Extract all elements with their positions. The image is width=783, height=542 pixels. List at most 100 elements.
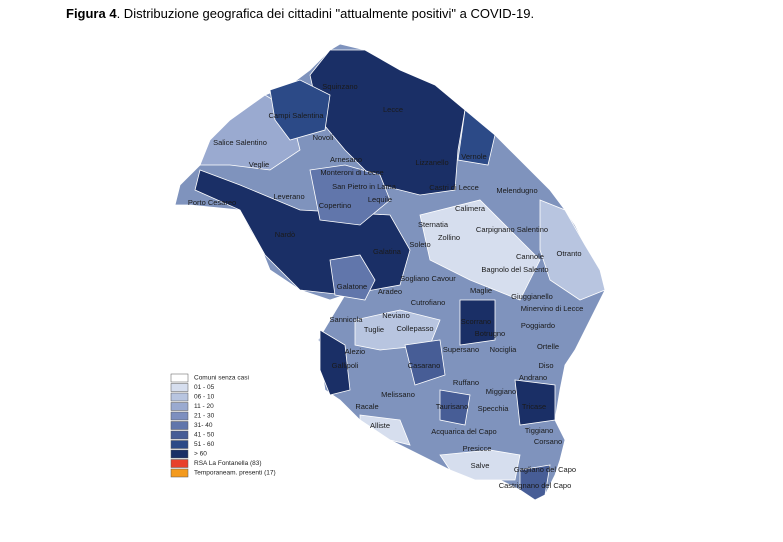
region xyxy=(419,199,541,301)
place-label: Tricase xyxy=(522,402,546,411)
place-label: Racale xyxy=(355,402,378,411)
place-label: Gallipoli xyxy=(332,361,359,370)
place-label: Nociglia xyxy=(490,345,518,354)
place-labels: Squinzano Lecce Campi Salentina Novoli Salic… xyxy=(188,82,583,490)
place-label: Copertino xyxy=(319,201,352,210)
place-label: Cutrofiano xyxy=(411,298,446,307)
place-label: Calimera xyxy=(455,204,486,213)
place-label: Zollino xyxy=(438,233,460,242)
place-label: Botrugno xyxy=(475,329,505,338)
place-label: Otranto xyxy=(556,249,581,258)
place-label: Porto Cesareo xyxy=(188,198,236,207)
place-label: Sternatia xyxy=(418,220,449,229)
place-label: Campi Salentina xyxy=(268,111,324,120)
place-label: Aradeo xyxy=(378,287,402,296)
legend-swatch xyxy=(170,459,189,468)
map xyxy=(174,43,606,501)
place-label: Leverano xyxy=(273,192,304,201)
place-label: Castri di Lecce xyxy=(429,183,479,192)
place-label: Squinzano xyxy=(322,82,357,91)
place-label: Supersano xyxy=(443,345,479,354)
legend-label: > 60 xyxy=(194,451,207,458)
legend-swatch xyxy=(170,411,189,421)
legend-label: 41 - 50 xyxy=(194,432,215,439)
place-label: Gagliano del Capo xyxy=(514,465,576,474)
place-label: Melendugno xyxy=(496,186,537,195)
place-label: Carpignano Salentino xyxy=(476,225,548,234)
place-label: Collepasso xyxy=(396,324,433,333)
place-label: Bagnolo del Salento xyxy=(481,265,548,274)
region xyxy=(519,464,551,501)
region xyxy=(539,199,606,301)
place-label: Nardò xyxy=(275,230,295,239)
legend-swatch xyxy=(170,373,189,383)
legend-swatch xyxy=(170,468,189,478)
place-label: Specchia xyxy=(478,404,510,413)
place-label: Castrignano del Capo xyxy=(499,481,572,490)
place-label: Poggiardo xyxy=(521,321,555,330)
place-label: Sannicola xyxy=(330,315,364,324)
place-label: Novoli xyxy=(313,133,334,142)
legend-swatch xyxy=(170,421,189,430)
place-label: Ortelle xyxy=(537,342,559,351)
region xyxy=(359,414,411,446)
legend-label: 01 - 05 xyxy=(194,384,215,391)
place-label: Miggiano xyxy=(486,387,516,396)
place-label: Tiggiano xyxy=(525,426,554,435)
place-label: Melissano xyxy=(381,390,415,399)
place-label: Casarano xyxy=(408,361,441,370)
legend-label: Temporaneam. presenti (17) xyxy=(194,470,276,477)
caption-text: . Distribuzione geografica dei cittadini… xyxy=(117,6,535,21)
place-label: Lecce xyxy=(383,105,403,114)
legend-label: 06 - 10 xyxy=(194,394,215,401)
legend-label: 21 - 30 xyxy=(194,413,215,420)
region xyxy=(319,329,351,396)
place-label: Corsano xyxy=(534,437,562,446)
place-label: Taurisano xyxy=(436,402,469,411)
place-label: Alezio xyxy=(345,347,365,356)
place-label: Soleto xyxy=(409,240,430,249)
place-label: Maglie xyxy=(470,286,492,295)
place-label: Neviano xyxy=(382,311,410,320)
region xyxy=(457,109,496,166)
place-label: Andrano xyxy=(519,373,547,382)
legend-swatch xyxy=(170,440,189,449)
region xyxy=(439,449,521,481)
place-label: Galatina xyxy=(373,247,402,256)
place-label: Ruffano xyxy=(453,378,479,387)
legend-label: 11 - 20 xyxy=(194,403,214,410)
place-label: Lizzanello xyxy=(415,158,448,167)
place-label: Tuglie xyxy=(364,325,384,334)
legend-swatch xyxy=(170,449,189,459)
place-label: San Pietro in Lama xyxy=(332,182,397,191)
place-label: Acquarica del Capo xyxy=(431,427,496,436)
legend-swatch xyxy=(170,430,189,440)
place-label: Presicce xyxy=(463,444,492,453)
region xyxy=(329,254,376,301)
place-label: Salice Salentino xyxy=(213,138,267,147)
place-label: Scorrano xyxy=(461,317,491,326)
legend-swatch xyxy=(170,402,189,411)
legend-swatch xyxy=(170,383,189,392)
place-label: Sogliano Cavour xyxy=(400,274,456,283)
region xyxy=(439,389,471,426)
legend-label: 31- 40 xyxy=(194,422,213,429)
region xyxy=(269,79,331,141)
region xyxy=(459,299,496,346)
place-label: Lequile xyxy=(368,195,392,204)
place-label: Vernole xyxy=(461,152,486,161)
region xyxy=(309,164,391,226)
legend: Comuni senza casi 01 - 05 06 - 10 11 - 20 21… xyxy=(170,373,276,478)
place-label: Cannole xyxy=(516,252,544,261)
legend-label: 51 - 60 xyxy=(194,441,215,448)
place-label: Giuggianello xyxy=(511,292,553,301)
place-label: Arnesano xyxy=(330,155,362,164)
caption: Figura 4. Distribuzione geografica dei c… xyxy=(66,6,534,21)
place-label: Salve xyxy=(471,461,490,470)
legend-label: Comuni senza casi xyxy=(194,375,249,382)
region xyxy=(404,339,446,386)
place-label: Diso xyxy=(538,361,553,370)
region xyxy=(514,379,556,426)
place-label: Veglie xyxy=(249,160,269,169)
